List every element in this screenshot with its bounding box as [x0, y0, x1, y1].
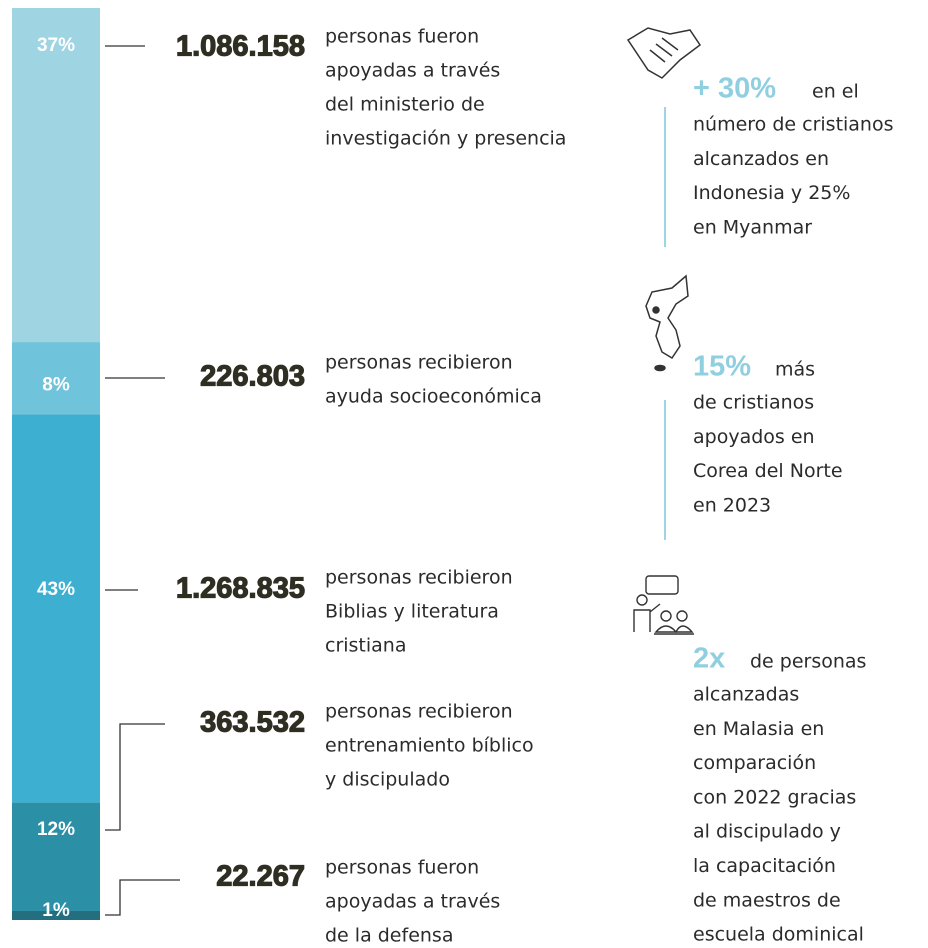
- item-text: del ministerio de: [325, 94, 485, 116]
- count: 226.803: [200, 361, 305, 393]
- percent-label: 1%: [42, 900, 70, 921]
- note-text: de maestros de: [693, 889, 841, 911]
- note-text: la capacitación: [693, 855, 836, 877]
- note-text: más: [775, 359, 815, 381]
- note-text: en Myanmar: [693, 216, 812, 238]
- note-text: número de cristianos: [693, 114, 894, 136]
- note-text: con 2022 gracias: [693, 786, 856, 808]
- item-text: personas fueron: [325, 857, 479, 879]
- note-text: de personas: [750, 651, 866, 673]
- percent-label: 37%: [37, 35, 75, 56]
- korea-icon: [645, 274, 689, 372]
- note-text: en Malasia en: [693, 718, 824, 740]
- note-text: comparación: [693, 752, 816, 774]
- note-text: Corea del Norte: [693, 460, 843, 482]
- note-text: en el: [812, 81, 859, 103]
- item-text: Biblias y literatura: [325, 601, 499, 623]
- note-text: alcanzadas: [693, 684, 799, 706]
- bar-segment: [12, 802, 100, 911]
- connector: [105, 879, 180, 916]
- note-text: Indonesia y 25%: [693, 182, 850, 204]
- note-text: alcanzados en: [693, 148, 829, 170]
- item-text: personas recibieron: [325, 352, 513, 374]
- item-text: de la defensa: [325, 925, 453, 947]
- highlight: 15%: [693, 351, 751, 383]
- note-text: en 2023: [693, 494, 771, 516]
- bar-segment: [12, 414, 100, 803]
- handshake-icon: [626, 27, 702, 79]
- percent-label: 8%: [42, 374, 70, 395]
- count: 1.268.835: [176, 573, 305, 605]
- item-text: personas recibieron: [325, 567, 513, 589]
- note-text: apoyados en: [693, 426, 815, 448]
- percent-label: 12%: [37, 819, 75, 840]
- note-text: de cristianos: [693, 392, 814, 414]
- highlight: + 30%: [693, 73, 776, 105]
- count: 363.532: [200, 707, 305, 739]
- bar-segment: [12, 910, 100, 920]
- teaching-icon: [633, 575, 694, 635]
- connector: [105, 723, 165, 831]
- item-text: personas recibieron: [325, 701, 513, 723]
- item-text: personas fueron: [325, 26, 479, 48]
- highlight: 2x: [693, 643, 725, 675]
- item-text: ayuda socioeconómica: [325, 386, 542, 408]
- item-text: cristiana: [325, 635, 407, 657]
- item-text: apoyadas a través: [325, 891, 500, 913]
- item-text: y discipulado: [325, 769, 450, 791]
- bar-segment: [12, 8, 100, 343]
- count: 22.267: [216, 861, 305, 893]
- bar-segment: [12, 342, 100, 415]
- percent-label: 43%: [37, 579, 75, 600]
- note-text: escuela dominical: [693, 924, 864, 946]
- note-text: al discipulado y: [693, 821, 841, 843]
- item-text: apoyadas a través: [325, 60, 500, 82]
- count: 1.086.158: [176, 31, 305, 63]
- item-text: entrenamiento bíblico: [325, 735, 534, 757]
- item-text: investigación y presencia: [325, 128, 566, 150]
